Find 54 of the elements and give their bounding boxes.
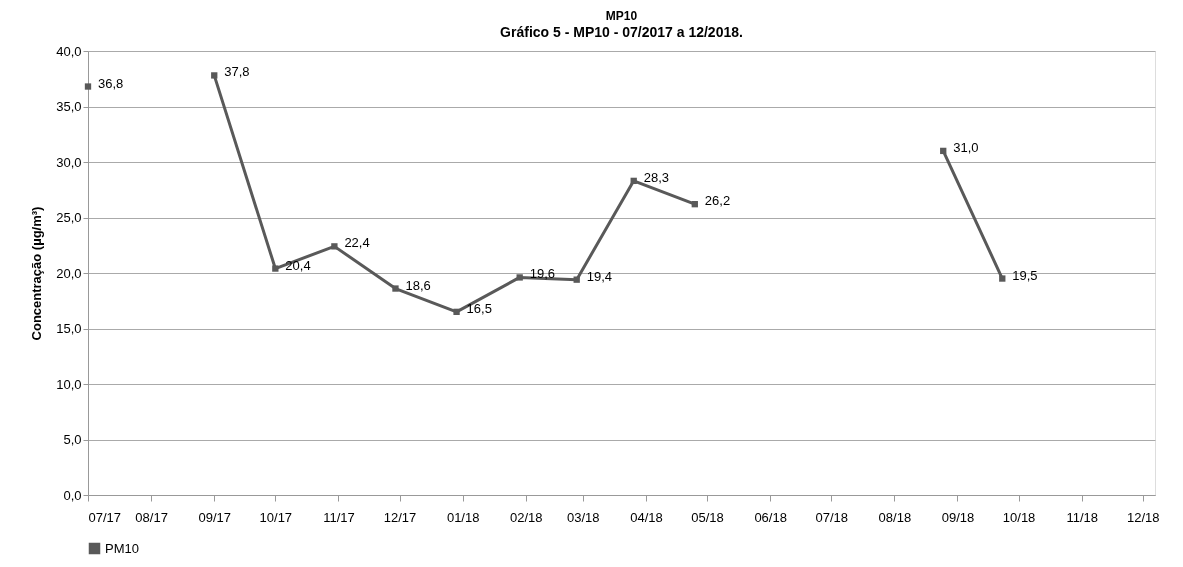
point [999,275,1006,282]
text: Gráfico 5 - MP10 - 07/2017 a 12/2018. [500,24,743,40]
y-tick-label: 0,0 [63,487,82,503]
y-tick-label: 20,0 [56,265,82,281]
data-label: 19,4 [586,268,613,284]
chart-title: MP10 [605,9,638,23]
y-tick-label: 15,0 [56,321,82,336]
y-tick-label: 10,0 [56,376,82,392]
x-tick-label: 10/17 [259,509,293,525]
point [630,177,637,185]
x-tick-label: 07/17 [88,509,122,525]
data-label: 31,0 [953,139,979,155]
legend-label: PM10 [105,540,139,556]
data-label: 20,4 [285,257,311,273]
x-tick-label: 09/18 [941,509,975,525]
x-tick-label: 10/18 [1002,509,1036,525]
x-tick-label: 06/18 [754,509,787,525]
x-tick-label: 12/18 [1127,509,1160,525]
x-tick-label: 02/18 [510,509,543,525]
point [211,72,218,79]
data-label: 28,3 [643,169,670,185]
point [272,265,279,272]
data-label: 36,8 [98,75,124,91]
x-tick-label: 09/17 [198,509,232,525]
y-tick-label: 30,0 [56,154,82,170]
point [453,308,460,316]
y-tick-label: 35,0 [56,99,82,114]
x-tick-label: 11/17 [323,509,355,525]
data-label: 16,5 [466,300,492,316]
y-tick-label: 40,0 [56,43,82,59]
x-tick-label: 11/18 [1066,509,1098,525]
x-tick-label: 07/18 [815,509,849,525]
y-tick-label: 25,0 [56,210,82,225]
x-tick-label: 08/17 [135,509,168,525]
x-tick-label: 05/18 [691,509,724,525]
x-tick-label: 01/18 [446,509,480,525]
x-tick-label: 08/18 [878,509,912,525]
point [940,147,947,155]
x-tick-label: 12/17 [383,509,417,525]
point [516,274,523,281]
data-label: 19,5 [1012,267,1038,283]
data-label: 37,8 [224,64,250,80]
point [691,201,698,208]
data-label: 18,6 [405,277,431,293]
x-tick-label: 03/18 [567,509,600,525]
data-label: 26,2 [704,193,731,209]
point [331,243,338,250]
point [573,276,580,283]
point [392,285,399,292]
x-tick-label: 04/18 [630,509,663,525]
y-tick-label: 5,0 [63,432,82,447]
y-axis-title: Concentração (µg/m³) [29,206,45,341]
data-label: 22,4 [344,235,370,251]
point [84,83,92,90]
